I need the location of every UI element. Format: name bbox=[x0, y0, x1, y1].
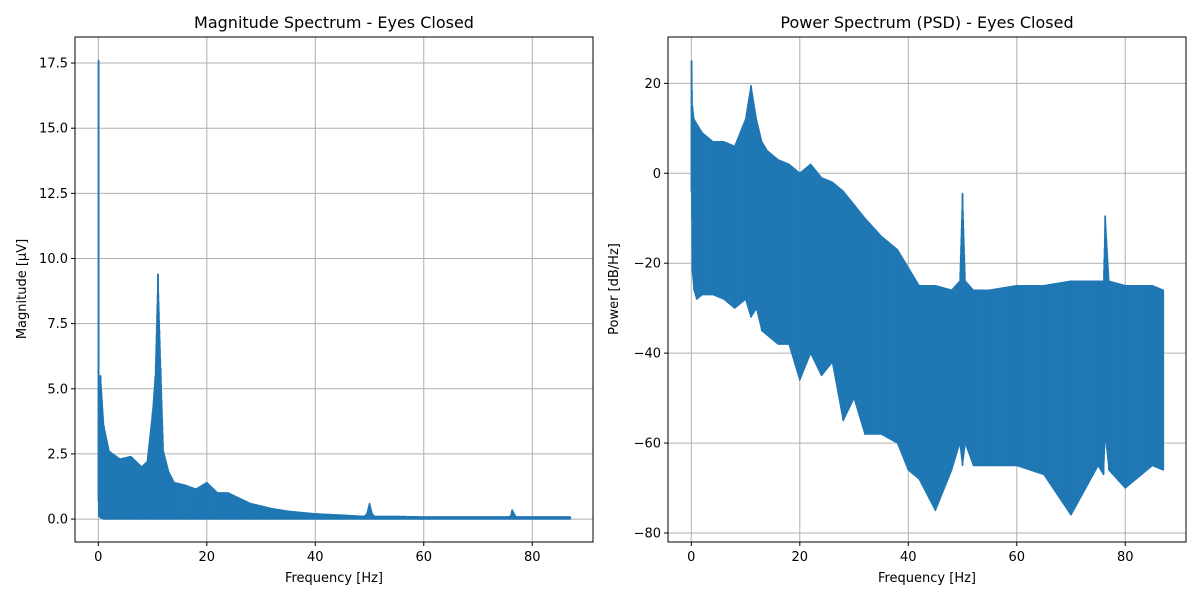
chart1-frame bbox=[74, 36, 594, 543]
chart2-x-tick-label: 80 bbox=[1117, 550, 1134, 565]
chart1-x-tick-label: 60 bbox=[415, 550, 432, 565]
chart1-x-tick-label: 20 bbox=[199, 550, 216, 565]
chart1-y-tick-label: 7.5 bbox=[47, 317, 68, 332]
chart1-series-line bbox=[97, 59, 571, 520]
chart1-x-axis-label: Frequency [Hz] bbox=[285, 571, 383, 586]
chart2-y-tick-label: −80 bbox=[634, 527, 661, 542]
chart2-y-tick-label: −60 bbox=[634, 437, 661, 452]
chart1-y-tick-label: 12.5 bbox=[39, 187, 68, 202]
chart2-x-axis: 0 20 40 60 80 bbox=[687, 542, 1134, 565]
chart1-y-tick-label: 15.0 bbox=[39, 122, 68, 137]
chart1-x-tick-label: 40 bbox=[307, 550, 324, 565]
chart2-y-axis: −80 −60 −40 −20 0 20 bbox=[634, 77, 668, 542]
chart1-y-tick-label: 0.0 bbox=[47, 513, 68, 528]
chart1-x-axis: 0 20 40 60 80 bbox=[94, 542, 541, 565]
chart2-data-points bbox=[690, 60, 1165, 516]
magnitude-spectrum-chart: 0 20 40 60 80 0.0 2.5 5.0 7.5 10.0 12.5 15.0 17.5 Mag… bbox=[15, 13, 594, 586]
chart2-y-axis-label: Power [dB/Hz] bbox=[607, 243, 622, 335]
chart1-y-tick-label: 10.0 bbox=[39, 252, 68, 267]
chart1-title: Magnitude Spectrum - Eyes Closed bbox=[194, 13, 474, 32]
chart1-y-tick-label: 17.5 bbox=[39, 57, 68, 72]
chart2-series-line bbox=[690, 60, 1164, 516]
chart2-x-tick-label: 60 bbox=[1008, 550, 1025, 565]
chart2-y-tick-label: −40 bbox=[634, 347, 661, 362]
chart1-y-axis: 0.0 2.5 5.0 7.5 10.0 12.5 15.0 17.5 bbox=[39, 57, 75, 528]
chart2-y-tick-label: 0 bbox=[653, 167, 661, 182]
chart1-x-tick-label: 0 bbox=[94, 550, 102, 565]
chart1-data-points bbox=[97, 60, 572, 520]
chart2-x-tick-label: 0 bbox=[687, 550, 695, 565]
chart1-y-tick-label: 5.0 bbox=[47, 382, 68, 397]
chart2-x-tick-label: 40 bbox=[900, 550, 917, 565]
chart2-y-tick-label: 20 bbox=[644, 77, 661, 92]
chart2-frame bbox=[667, 36, 1187, 543]
chart2-title: Power Spectrum (PSD) - Eyes Closed bbox=[780, 13, 1073, 32]
chart1-y-tick-label: 2.5 bbox=[47, 447, 68, 462]
chart1-y-axis-label: Magnitude [µV] bbox=[15, 239, 30, 339]
chart1-x-tick-label: 80 bbox=[524, 550, 541, 565]
chart2-x-tick-label: 20 bbox=[792, 550, 809, 565]
chart2-y-tick-label: −20 bbox=[634, 257, 661, 272]
power-spectrum-chart: 0 20 40 60 80 −80 −60 −40 −20 0 20 Power Spectrum (… bbox=[607, 13, 1187, 586]
chart2-x-axis-label: Frequency [Hz] bbox=[878, 571, 976, 586]
